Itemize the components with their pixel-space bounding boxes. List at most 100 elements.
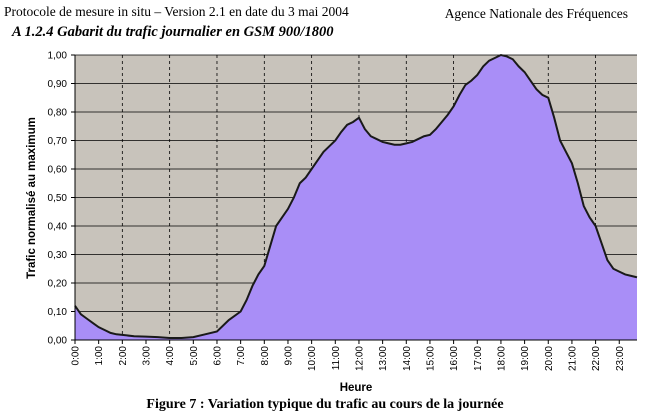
data-point bbox=[601, 243, 602, 244]
header-agency-name: Agence Nationale des Fréquences bbox=[444, 6, 628, 21]
data-point bbox=[483, 66, 484, 67]
data-point bbox=[530, 80, 531, 81]
y-tick-label: 0,60 bbox=[48, 165, 68, 176]
x-tick-label: 19:00 bbox=[520, 346, 531, 371]
data-point bbox=[447, 114, 448, 115]
data-point bbox=[406, 143, 407, 144]
data-point bbox=[595, 225, 596, 226]
data-point bbox=[341, 131, 342, 132]
data-point bbox=[412, 141, 413, 142]
data-point bbox=[270, 245, 271, 246]
data-point bbox=[352, 121, 353, 122]
data-point bbox=[559, 140, 560, 141]
data-point bbox=[577, 183, 578, 184]
data-point bbox=[394, 144, 395, 145]
data-point bbox=[287, 208, 288, 209]
data-point bbox=[400, 144, 401, 145]
x-tick-label: 12:00 bbox=[354, 346, 365, 371]
x-tick-label: 7:00 bbox=[236, 346, 247, 366]
data-point bbox=[134, 336, 135, 337]
data-point bbox=[554, 117, 555, 118]
figure-caption: Figure 7 : Variation typique du trafic a… bbox=[146, 397, 504, 412]
data-point bbox=[80, 314, 81, 315]
x-tick-label: 16:00 bbox=[449, 346, 460, 371]
data-point bbox=[246, 300, 247, 301]
data-point bbox=[169, 337, 170, 338]
data-point bbox=[335, 140, 336, 141]
data-point bbox=[205, 334, 206, 335]
data-point bbox=[181, 337, 182, 338]
data-point bbox=[293, 197, 294, 198]
data-point bbox=[536, 89, 537, 90]
data-point bbox=[264, 265, 265, 266]
data-point bbox=[423, 136, 424, 137]
data-point bbox=[281, 217, 282, 218]
data-point bbox=[607, 260, 608, 261]
data-point bbox=[258, 274, 259, 275]
data-point bbox=[435, 129, 436, 130]
y-tick-label: 0,90 bbox=[48, 79, 68, 90]
data-point bbox=[524, 72, 525, 73]
data-point bbox=[216, 331, 217, 332]
data-point bbox=[311, 168, 312, 169]
data-point bbox=[323, 151, 324, 152]
data-point bbox=[565, 151, 566, 152]
x-tick-label: 13:00 bbox=[378, 346, 389, 371]
data-point bbox=[347, 124, 348, 125]
data-point bbox=[477, 74, 478, 75]
data-point bbox=[116, 334, 117, 335]
data-point bbox=[110, 332, 111, 333]
y-tick-label: 1,00 bbox=[48, 51, 68, 62]
data-point bbox=[471, 80, 472, 81]
data-point bbox=[453, 106, 454, 107]
x-tick-label: 6:00 bbox=[212, 346, 223, 366]
data-point bbox=[636, 277, 637, 278]
data-point bbox=[193, 337, 194, 338]
x-tick-label: 8:00 bbox=[260, 346, 271, 366]
x-tick-label: 20:00 bbox=[544, 346, 555, 371]
x-tick-label: 17:00 bbox=[473, 346, 484, 371]
data-point bbox=[370, 136, 371, 137]
x-tick-label: 0:00 bbox=[71, 346, 82, 366]
data-point bbox=[388, 143, 389, 144]
y-axis-title: Trafic normalisé au maximum bbox=[26, 117, 38, 279]
data-point bbox=[364, 129, 365, 130]
x-tick-label: 21:00 bbox=[567, 346, 578, 371]
data-point bbox=[228, 319, 229, 320]
x-tick-label: 9:00 bbox=[283, 346, 294, 366]
x-tick-label: 22:00 bbox=[591, 346, 602, 371]
data-point bbox=[145, 336, 146, 337]
y-tick-label: 0,40 bbox=[48, 222, 68, 233]
data-point bbox=[613, 268, 614, 269]
data-point bbox=[92, 322, 93, 323]
data-point bbox=[317, 160, 318, 161]
x-tick-label: 18:00 bbox=[496, 346, 507, 371]
y-tick-label: 0,30 bbox=[48, 250, 68, 261]
data-point bbox=[240, 311, 241, 312]
data-point bbox=[429, 134, 430, 135]
data-point bbox=[329, 146, 330, 147]
data-point bbox=[418, 138, 419, 139]
data-point bbox=[583, 205, 584, 206]
y-tick-label: 0,70 bbox=[48, 136, 68, 147]
data-point bbox=[104, 329, 105, 330]
traffic-line bbox=[74, 53, 638, 340]
data-point bbox=[494, 57, 495, 58]
y-tick-label: 0,10 bbox=[48, 307, 68, 318]
data-point bbox=[542, 94, 543, 95]
section-title: A 1.2.4 Gabarit du trafic journalier en … bbox=[12, 24, 334, 40]
data-point bbox=[299, 183, 300, 184]
data-point bbox=[376, 138, 377, 139]
data-point bbox=[589, 217, 590, 218]
data-point bbox=[619, 271, 620, 272]
data-point bbox=[305, 177, 306, 178]
data-point bbox=[122, 334, 123, 335]
x-axis-title: Heure bbox=[340, 382, 373, 394]
x-tick-label: 5:00 bbox=[189, 346, 200, 366]
data-point bbox=[518, 66, 519, 67]
x-tick-label: 11:00 bbox=[331, 346, 342, 371]
data-point bbox=[157, 337, 158, 338]
y-tick-label: 0,00 bbox=[48, 336, 68, 347]
traffic-area bbox=[75, 55, 637, 340]
